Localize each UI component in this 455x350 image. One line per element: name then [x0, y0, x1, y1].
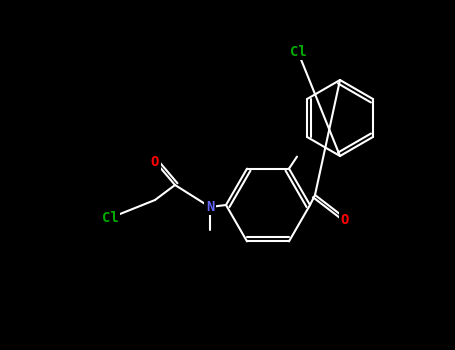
Text: Cl: Cl — [290, 45, 306, 59]
Text: O: O — [151, 155, 159, 169]
Text: Cl: Cl — [101, 211, 118, 225]
Text: N: N — [206, 200, 214, 214]
Text: O: O — [341, 213, 349, 227]
